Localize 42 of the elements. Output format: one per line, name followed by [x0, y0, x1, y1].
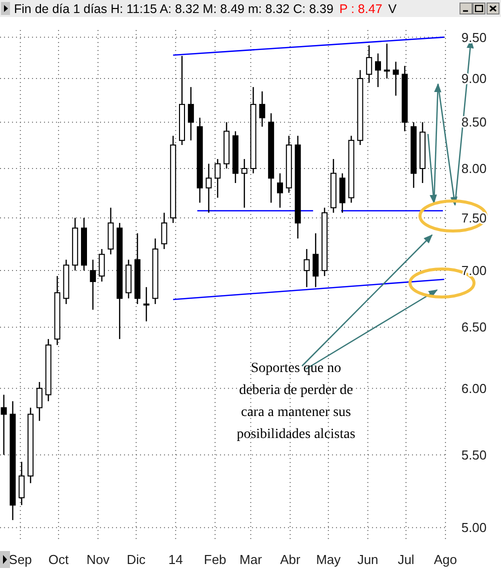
y-tick-label: 6.50 — [461, 320, 487, 335]
x-tick-label: Abr — [280, 552, 301, 567]
x-tick-label: 14 — [168, 552, 183, 567]
chart-title: Fin de día 1 días H: 11:15 A: 8.32 M: 8.49 m: 8.32 C: 8.39 — [14, 2, 334, 16]
x-tick-label: Feb — [204, 552, 226, 567]
candlestick — [206, 163, 212, 214]
candlestick — [161, 212, 168, 250]
x-tick-label: Nov — [86, 552, 110, 567]
y-tick-label: 6.00 — [461, 380, 487, 396]
candlestick — [98, 248, 105, 282]
x-tick-label: Ago — [434, 552, 458, 567]
x-tick-label: Dic — [126, 552, 146, 567]
candlestick — [366, 44, 372, 84]
candlestick — [188, 86, 194, 141]
x-tick-label: Sep — [8, 552, 32, 567]
candlestick — [143, 286, 150, 322]
x-tick-label: Mar — [240, 552, 263, 567]
candlestick — [259, 90, 266, 128]
candlestick — [304, 248, 310, 288]
candlestick — [312, 232, 319, 288]
candlestick — [90, 259, 96, 310]
x-tick-label: May — [316, 552, 342, 567]
candlestick — [241, 158, 248, 208]
candlestick — [384, 43, 390, 80]
y-tick-label: 9.50 — [461, 30, 487, 45]
x-tick-label: Oct — [48, 552, 70, 567]
text: V — [388, 2, 398, 16]
candlestick — [36, 381, 42, 422]
y-tick-label: 7.00 — [461, 263, 487, 278]
chart-subtitle: P : 8.47 — [339, 2, 382, 16]
candlestick — [392, 61, 399, 96]
y-tick-label: 8.00 — [461, 161, 487, 176]
annotation: Soportes que no deberia de perder de cara a mantener sus posibilidades alcistas — [236, 361, 356, 442]
y-tick-label: 5.50 — [461, 447, 487, 462]
candlestick — [18, 461, 25, 506]
candlestick — [214, 158, 221, 198]
y-tick-label: 5.00 — [461, 520, 487, 536]
candlestick — [375, 52, 381, 88]
x-tick-label: Jul — [398, 552, 414, 567]
candlestick — [0, 394, 7, 456]
x-tick-label: Jun — [357, 552, 378, 567]
candlestick — [277, 172, 283, 208]
